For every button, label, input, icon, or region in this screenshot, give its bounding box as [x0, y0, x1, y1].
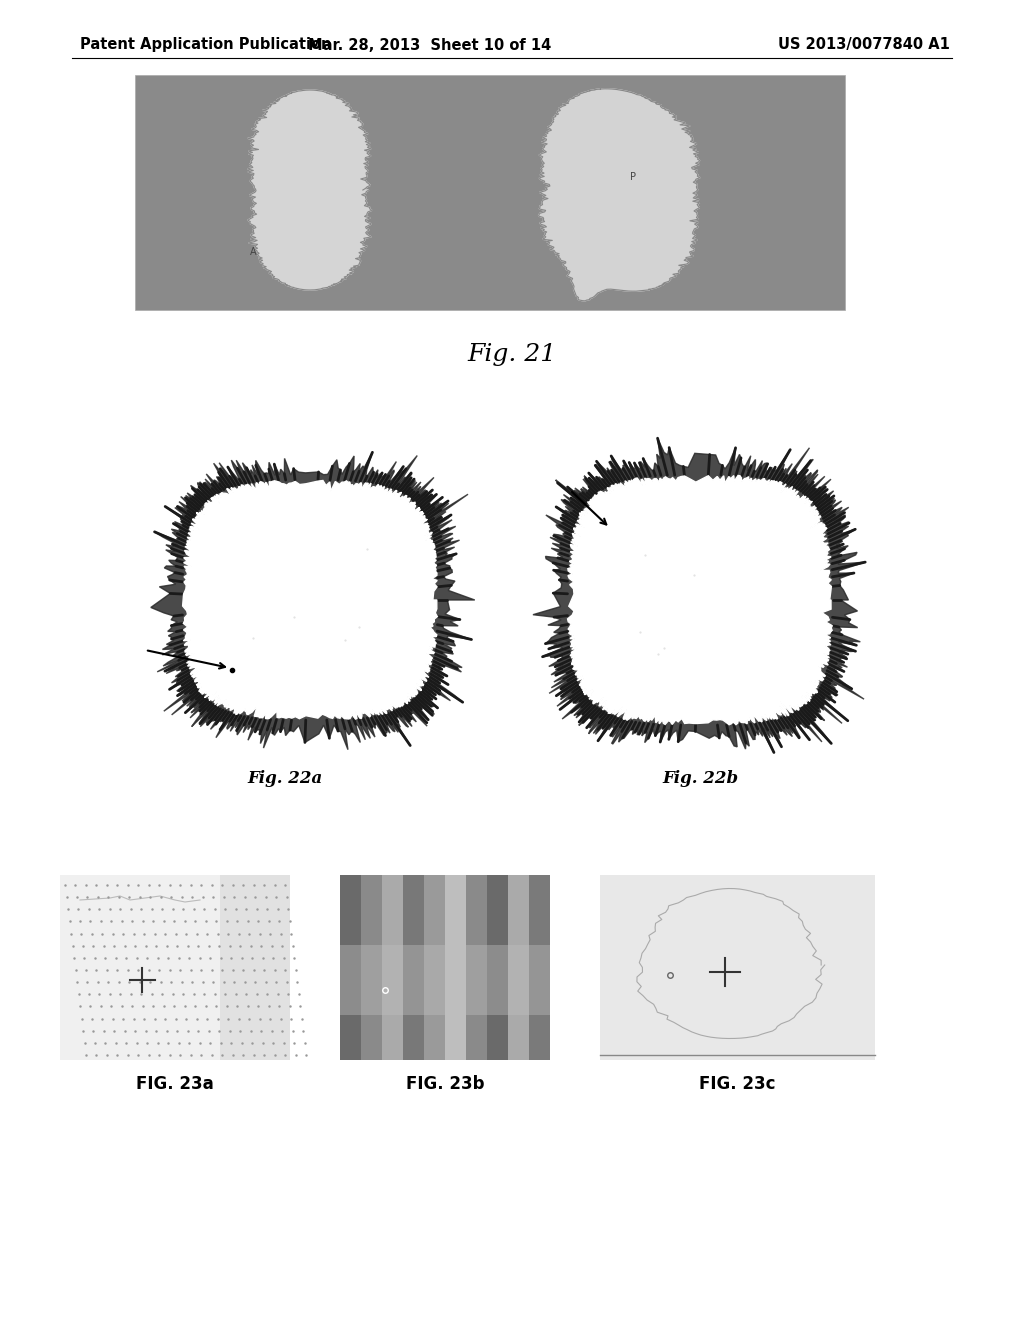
Bar [466, 875, 487, 1060]
Polygon shape [151, 453, 475, 750]
Bar [445, 875, 466, 1060]
Polygon shape [539, 88, 700, 301]
Bar [529, 875, 550, 1060]
Bar [361, 875, 382, 1060]
Bar [382, 875, 403, 1060]
Bar [508, 875, 529, 1060]
Bar [424, 875, 445, 1060]
Polygon shape [248, 90, 372, 290]
Text: Mar. 28, 2013  Sheet 10 of 14: Mar. 28, 2013 Sheet 10 of 14 [308, 37, 552, 53]
Bar [403, 875, 424, 1060]
Polygon shape [539, 88, 700, 301]
Text: Patent Application Publication: Patent Application Publication [80, 37, 332, 53]
Text: Fig. 21: Fig. 21 [467, 343, 557, 367]
Polygon shape [567, 475, 833, 725]
Text: Fig. 22a: Fig. 22a [248, 770, 323, 787]
Bar [60, 875, 290, 1060]
Polygon shape [532, 438, 865, 752]
Polygon shape [567, 475, 833, 725]
Bar [340, 875, 550, 1060]
Bar [135, 75, 845, 310]
Text: A: A [250, 247, 257, 257]
Text: FIG. 23b: FIG. 23b [406, 1074, 484, 1093]
Bar [340, 875, 361, 1060]
Bar [600, 875, 874, 1060]
Bar [220, 875, 290, 1060]
Polygon shape [182, 480, 437, 719]
Text: FIG. 23a: FIG. 23a [136, 1074, 214, 1093]
Polygon shape [248, 90, 372, 290]
Text: FIG. 23c: FIG. 23c [698, 1074, 775, 1093]
Text: P: P [630, 172, 636, 182]
Bar [487, 875, 508, 1060]
Polygon shape [182, 480, 437, 719]
Text: Fig. 22b: Fig. 22b [662, 770, 738, 787]
Bar [340, 945, 550, 1015]
Text: US 2013/0077840 A1: US 2013/0077840 A1 [778, 37, 950, 53]
